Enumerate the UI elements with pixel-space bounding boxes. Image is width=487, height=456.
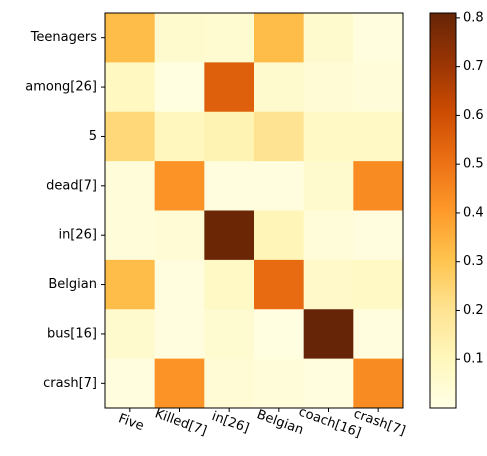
heatmap-cell	[105, 260, 155, 310]
heatmap-cells	[105, 13, 404, 409]
heatmap-cell	[353, 13, 403, 63]
y-tick-label: crash[7]	[43, 376, 97, 391]
y-tick-label: among[26]	[25, 80, 97, 95]
y-tick-label: bus[16]	[47, 326, 97, 341]
colorbar	[430, 13, 456, 408]
heatmap-cell	[254, 112, 304, 162]
heatmap-cell	[254, 211, 304, 261]
heatmap-cell	[353, 62, 403, 112]
heatmap-cell	[155, 62, 205, 112]
y-tick-label: in[26]	[58, 228, 97, 243]
heatmap-cell	[204, 13, 254, 63]
heatmap-cell	[155, 359, 205, 409]
heatmap-cell	[304, 309, 354, 359]
heatmap-cell	[254, 13, 304, 63]
x-axis-ticks: Five Killed[7] in[26] Belgiancoach[16]crash…	[116, 405, 407, 441]
colorbar-tick-label: 0.5	[463, 157, 484, 172]
heatmap-cell	[353, 211, 403, 261]
heatmap-cell	[304, 161, 354, 211]
x-tick-label: in[26]	[210, 409, 251, 436]
heatmap-cell	[204, 359, 254, 409]
heatmap-cell	[105, 161, 155, 211]
x-tick-label: Killed[7]	[153, 406, 209, 439]
colorbar-tick-label: 0.7	[463, 59, 484, 74]
heatmap-cell	[254, 62, 304, 112]
colorbar-tick-label: 0.6	[463, 108, 484, 123]
y-tick-label: dead[7]	[46, 178, 97, 193]
heatmap-cell	[204, 309, 254, 359]
x-tick-label: Five	[116, 411, 145, 434]
heatmap-cell	[353, 112, 403, 162]
y-tick-label: Teenagers	[30, 30, 98, 45]
heatmap-cell	[204, 161, 254, 211]
y-axis-ticks: Teenagers among[26] 5 dead[7] in[26] Belgian b…	[25, 30, 105, 391]
heatmap-cell	[353, 309, 403, 359]
colorbar-tick-label: 0.8	[463, 10, 484, 25]
heatmap-cell	[155, 161, 205, 211]
heatmap-cell	[105, 112, 155, 162]
heatmap-cell	[155, 112, 205, 162]
heatmap-cell	[105, 62, 155, 112]
heatmap-cell	[155, 13, 205, 63]
heatmap-cell	[105, 211, 155, 261]
heatmap-cell	[105, 359, 155, 409]
colorbar-ticks: 0.1 0.2 0.3 0.4 0.5 0.6 0.7 0.8	[456, 10, 484, 366]
colorbar-tick-label: 0.3	[463, 254, 484, 269]
heatmap-cell	[155, 211, 205, 261]
colorbar-tick-label: 0.4	[463, 205, 484, 220]
heatmap-cell	[155, 309, 205, 359]
heatmap-cell	[254, 161, 304, 211]
heatmap-cell	[105, 13, 155, 63]
heatmap-cell	[155, 260, 205, 310]
heatmap-cell	[204, 211, 254, 261]
y-tick-label: 5	[89, 129, 97, 144]
heatmap-cell	[204, 260, 254, 310]
heatmap-cell	[304, 13, 354, 63]
heatmap-cell	[204, 112, 254, 162]
heatmap-cell	[304, 211, 354, 261]
heatmap-cell	[353, 260, 403, 310]
heatmap-cell	[353, 359, 403, 409]
heatmap-cell	[105, 309, 155, 359]
colorbar-tick-label: 0.1	[463, 352, 484, 367]
heatmap-cell	[254, 260, 304, 310]
x-tick-label: Belgian	[255, 407, 306, 438]
heatmap-cell	[204, 62, 254, 112]
x-tick-label: coach[16]	[297, 405, 363, 441]
heatmap-cell	[353, 161, 403, 211]
heatmap-cell	[254, 359, 304, 409]
y-tick-label: Belgian	[48, 277, 97, 292]
heatmap-cell	[304, 359, 354, 409]
heatmap-cell	[304, 62, 354, 112]
colorbar-tick-label: 0.2	[463, 303, 484, 318]
heatmap-cell	[254, 309, 304, 359]
heatmap-cell	[304, 112, 354, 162]
heatmap-cell	[304, 260, 354, 310]
